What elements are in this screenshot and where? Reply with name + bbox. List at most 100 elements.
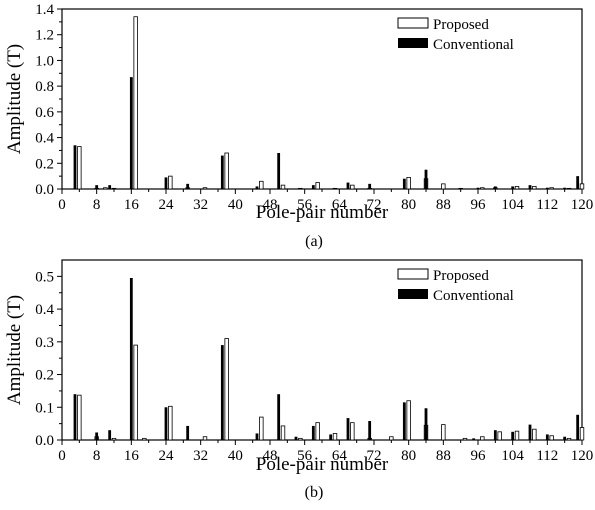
proposed-bar <box>259 180 264 190</box>
conventional-bar <box>220 155 224 189</box>
proposed-bar <box>350 184 355 190</box>
conventional-bar <box>108 430 112 440</box>
proposed-bar <box>350 422 355 441</box>
conventional-bar <box>164 407 168 440</box>
proposed-bar <box>202 187 208 190</box>
proposed-bar <box>168 405 173 441</box>
proposed-bar <box>103 187 108 190</box>
conventional-bar <box>129 278 133 440</box>
proposed-bar <box>441 424 446 441</box>
proposed-bar <box>514 430 520 441</box>
chart-b-plot-frame <box>61 259 583 441</box>
proposed-bar <box>579 183 585 190</box>
proposed-bar <box>168 175 173 190</box>
x-tick-label: 104 <box>501 448 524 464</box>
conventional-bar <box>346 182 350 189</box>
x-tick-label: 0 <box>58 197 66 213</box>
chart-b-legend-swatch-conventional <box>398 289 428 299</box>
x-tick-label: 64 <box>332 448 348 464</box>
chart-a-legend-swatch-proposed <box>397 17 429 29</box>
x-tick-label: 32 <box>193 448 208 464</box>
conventional-bar <box>545 434 549 440</box>
chart-a-legend-label-proposed: Proposed <box>433 17 489 33</box>
conventional-bar <box>129 77 133 189</box>
proposed-bar <box>480 187 485 190</box>
chart-a-legend-swatch-conventional <box>398 38 428 48</box>
chart-b-legend-swatch-proposed <box>397 268 429 280</box>
conventional-bar <box>424 169 428 189</box>
proposed-bar <box>549 435 554 441</box>
x-tick-label: 56 <box>297 448 313 464</box>
x-tick-label: 48 <box>263 448 278 464</box>
conventional-bar <box>576 176 580 189</box>
conventional-bar <box>329 434 333 440</box>
y-tick-label: 0.8 <box>35 79 54 95</box>
chart-a-x-ticks: 0 8 16 24 32 40 48 56 64 72 80 88 96 104 112 120 <box>58 189 593 213</box>
y-tick-label: 0.0 <box>35 433 54 449</box>
proposed-bar <box>406 177 411 190</box>
x-tick-label: 8 <box>93 448 101 464</box>
proposed-bar <box>202 436 208 441</box>
y-tick-label: 0.0 <box>35 182 54 198</box>
proposed-bar <box>224 338 229 441</box>
conventional-bar <box>311 425 315 440</box>
conventional-bar <box>545 187 549 189</box>
proposed-bar <box>332 187 338 190</box>
proposed-bar <box>142 437 147 441</box>
proposed-bar <box>224 152 229 190</box>
chart-b-legend: Proposed Conventional <box>397 268 514 304</box>
conventional-bar <box>220 345 224 440</box>
conventional-bar <box>277 153 281 189</box>
conventional-bar <box>255 433 259 440</box>
x-tick-label: 112 <box>536 197 558 213</box>
x-tick-label: 104 <box>501 197 524 213</box>
proposed-bar <box>133 16 138 190</box>
x-tick-label: 0 <box>58 448 66 464</box>
x-tick-label: 88 <box>436 197 451 213</box>
proposed-bar <box>315 422 320 441</box>
conventional-bar <box>368 421 372 440</box>
chart-a-y-axis-label: Amplitude (T) <box>4 44 25 154</box>
proposed-bar <box>111 437 117 441</box>
x-tick-label: 16 <box>124 448 140 464</box>
y-tick-label: 0.2 <box>35 368 54 384</box>
proposed-bar <box>532 428 537 441</box>
conventional-bar <box>424 408 428 440</box>
chart-a-bars <box>73 16 585 190</box>
conventional-bar <box>73 145 77 189</box>
conventional-bar <box>95 432 99 440</box>
x-tick-label: 72 <box>367 197 382 213</box>
chart-a-y-ticks: 0.0 0.2 0.4 0.6 0.8 1.0 1.2 1.4 <box>35 2 62 198</box>
conventional-bar <box>73 394 77 440</box>
y-tick-label: 1.4 <box>35 2 54 18</box>
proposed-bar <box>549 187 554 190</box>
x-tick-label: 120 <box>571 197 594 213</box>
x-tick-label: 64 <box>332 197 348 213</box>
chart-b-x-axis-label: Pole-pair number <box>256 454 389 475</box>
y-tick-label: 1.0 <box>35 53 54 69</box>
x-tick-label: 56 <box>297 197 313 213</box>
chart-b-y-axis-label: Amplitude (T) <box>4 295 25 405</box>
x-tick-label: 112 <box>536 448 558 464</box>
conventional-bar <box>311 185 315 189</box>
y-tick-label: 0.5 <box>35 269 54 285</box>
proposed-bar <box>77 146 82 190</box>
proposed-bar <box>458 187 463 190</box>
proposed-bar <box>514 186 520 190</box>
x-tick-label: 96 <box>471 448 487 464</box>
x-tick-label: 24 <box>159 197 175 213</box>
conventional-bar <box>95 185 99 189</box>
x-tick-label: 80 <box>401 448 416 464</box>
chart-b-y-ticks: 0.0 0.1 0.2 0.3 0.4 0.5 <box>35 269 62 449</box>
conventional-bar <box>294 436 298 440</box>
proposed-bar <box>77 394 82 441</box>
chart-a-x-axis-label: Pole-pair number <box>256 202 389 223</box>
y-tick-label: 1.2 <box>35 28 54 44</box>
x-tick-label: 96 <box>471 197 487 213</box>
x-tick-label: 16 <box>124 197 140 213</box>
proposed-bar <box>566 187 572 190</box>
proposed-bar <box>280 425 286 441</box>
conventional-bar <box>493 186 497 189</box>
x-tick-label: 72 <box>367 448 382 464</box>
